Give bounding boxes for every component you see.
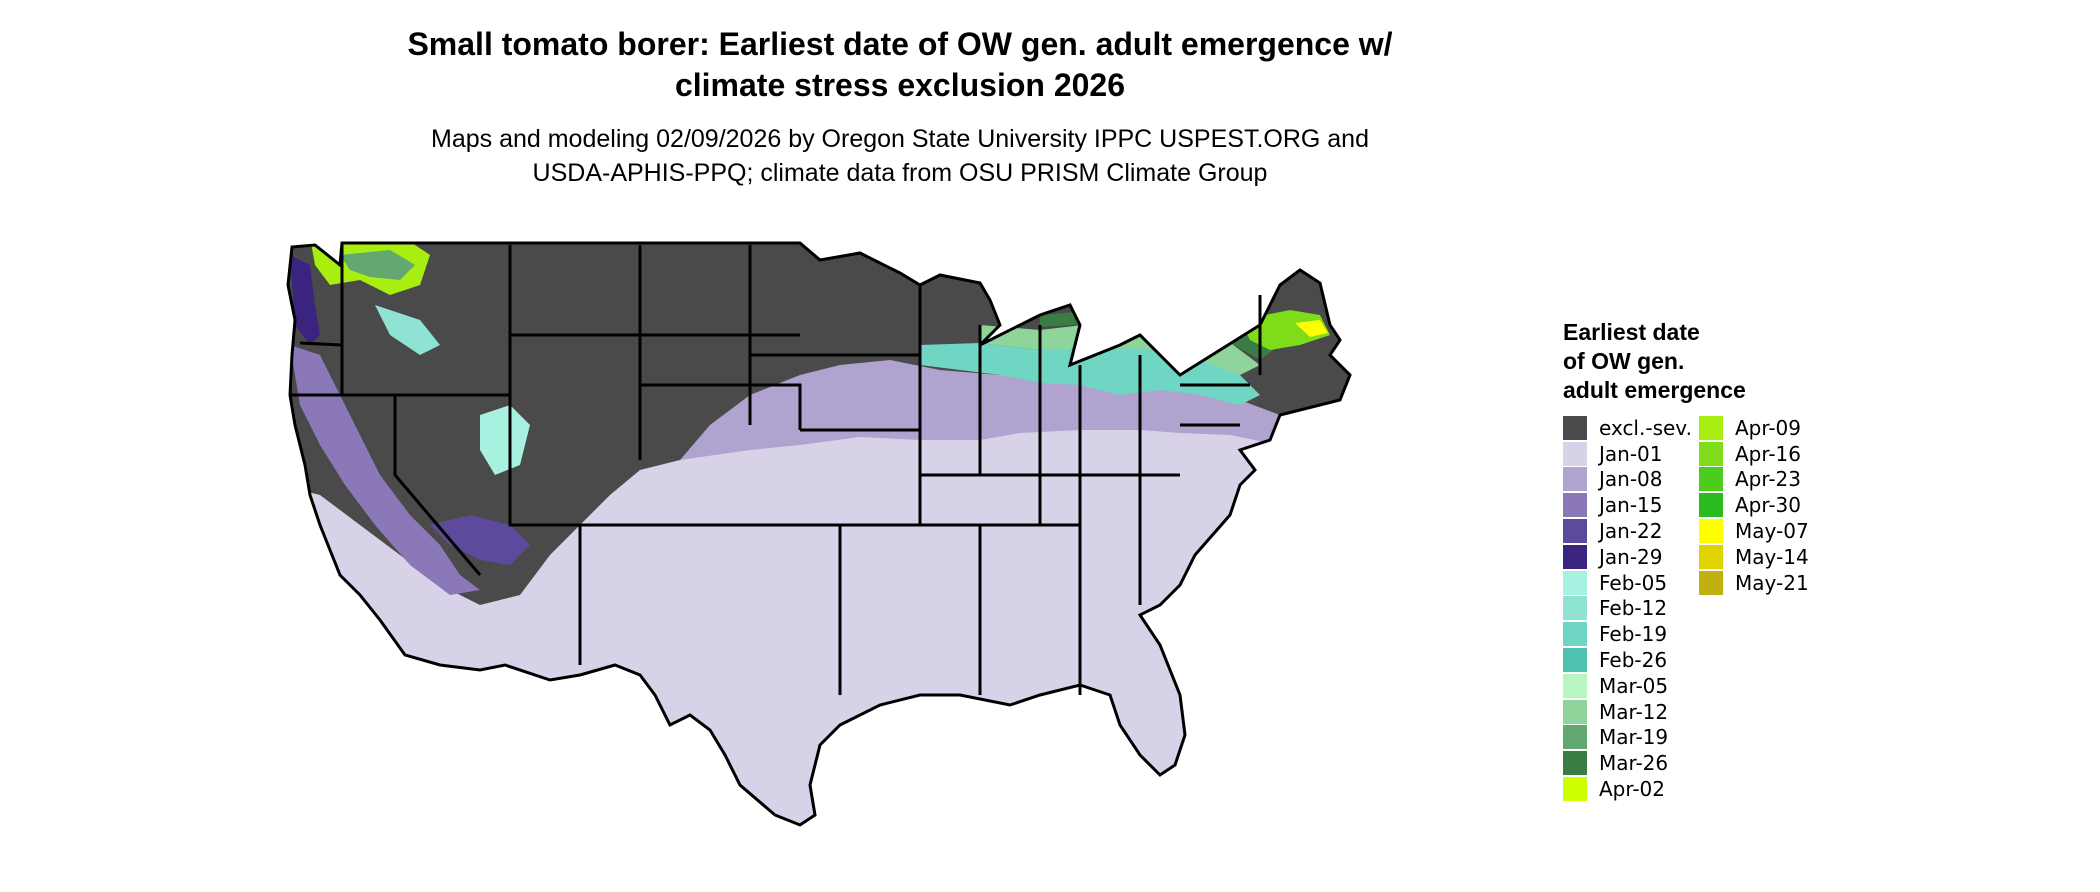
legend-swatch: [1699, 416, 1723, 440]
legend-title-line-3: adult emergence: [1563, 376, 1859, 405]
legend-item: Feb-12: [1563, 596, 1713, 622]
legend-label: Jan-08: [1599, 467, 1663, 491]
subtitle-line-2: USDA-APHIS-PPQ; climate data from OSU PR…: [0, 156, 1800, 190]
legend-item: Mar-26: [1563, 750, 1713, 776]
legend-item: excl.-sev.: [1563, 415, 1713, 441]
legend-swatch: [1563, 596, 1587, 620]
legend-swatch: [1563, 571, 1587, 595]
legend-swatch: [1563, 648, 1587, 672]
legend-column-1: excl.-sev. Jan-01 Jan-08 Jan-15 Jan-22 Jan-29…: [1563, 415, 1713, 802]
legend-swatch: [1563, 777, 1587, 801]
legend-label: Feb-19: [1599, 622, 1667, 646]
legend-swatch: [1563, 674, 1587, 698]
legend-label: Mar-05: [1599, 674, 1668, 698]
legend-item: Apr-30: [1699, 492, 1859, 518]
legend-label: excl.-sev.: [1599, 416, 1692, 440]
legend-label: May-14: [1735, 545, 1809, 569]
legend-swatch: [1563, 467, 1587, 491]
legend-swatch: [1563, 493, 1587, 517]
legend-swatch: [1563, 751, 1587, 775]
legend-swatch: [1699, 571, 1723, 595]
us-emergence-map: [280, 225, 1550, 885]
legend-label: Apr-23: [1735, 467, 1801, 491]
legend-label: Jan-15: [1599, 493, 1663, 517]
legend-label: Mar-19: [1599, 725, 1668, 749]
legend-item: Jan-08: [1563, 467, 1713, 493]
legend-swatch: [1563, 416, 1587, 440]
legend-item: Apr-09: [1699, 415, 1859, 441]
legend-label: Feb-05: [1599, 571, 1667, 595]
map-title: Small tomato borer: Earliest date of OW …: [0, 24, 1800, 106]
legend-title-line-1: Earliest date: [1563, 318, 1859, 347]
legend-item: Feb-05: [1563, 570, 1713, 596]
legend: Earliest date of OW gen. adult emergence…: [1563, 318, 1859, 802]
legend-swatch: [1563, 700, 1587, 724]
legend-label: Feb-26: [1599, 648, 1667, 672]
map-subtitle: Maps and modeling 02/09/2026 by Oregon S…: [0, 122, 1800, 190]
legend-label: Jan-22: [1599, 519, 1663, 543]
legend-swatch: [1699, 467, 1723, 491]
legend-label: Mar-26: [1599, 751, 1668, 775]
legend-item: Feb-26: [1563, 647, 1713, 673]
legend-label: May-21: [1735, 571, 1809, 595]
legend-swatch: [1563, 725, 1587, 749]
title-line-1: Small tomato borer: Earliest date of OW …: [0, 24, 1800, 65]
legend-item: Apr-23: [1699, 467, 1859, 493]
legend-item: Mar-19: [1563, 725, 1713, 751]
legend-swatch: [1563, 519, 1587, 543]
legend-label: Apr-09: [1735, 416, 1801, 440]
legend-swatch: [1699, 545, 1723, 569]
legend-item: Jan-15: [1563, 492, 1713, 518]
legend-item: Jan-01: [1563, 441, 1713, 467]
legend-label: Mar-12: [1599, 700, 1668, 724]
legend-item: May-21: [1699, 570, 1859, 596]
legend-swatch: [1699, 442, 1723, 466]
legend-label: Jan-01: [1599, 442, 1663, 466]
legend-title-line-2: of OW gen.: [1563, 347, 1859, 376]
legend-swatch: [1563, 442, 1587, 466]
legend-label: Apr-02: [1599, 777, 1665, 801]
title-line-2: climate stress exclusion 2026: [0, 65, 1800, 106]
legend-title: Earliest date of OW gen. adult emergence: [1563, 318, 1859, 405]
legend-label: Feb-12: [1599, 596, 1667, 620]
legend-columns: excl.-sev. Jan-01 Jan-08 Jan-15 Jan-22 Jan-29…: [1563, 415, 1859, 802]
legend-item: May-07: [1699, 518, 1859, 544]
legend-item: Apr-16: [1699, 441, 1859, 467]
legend-swatch: [1563, 545, 1587, 569]
legend-swatch: [1699, 519, 1723, 543]
legend-label: Apr-30: [1735, 493, 1801, 517]
legend-item: Mar-05: [1563, 673, 1713, 699]
legend-label: Apr-16: [1735, 442, 1801, 466]
legend-item: Apr-02: [1563, 776, 1713, 802]
legend-label: May-07: [1735, 519, 1809, 543]
legend-item: Feb-19: [1563, 621, 1713, 647]
legend-column-2: Apr-09 Apr-16 Apr-23 Apr-30 May-07 May-14 May-…: [1699, 415, 1859, 802]
legend-swatch: [1563, 622, 1587, 646]
legend-label: Jan-29: [1599, 545, 1663, 569]
legend-item: Jan-22: [1563, 518, 1713, 544]
subtitle-line-1: Maps and modeling 02/09/2026 by Oregon S…: [0, 122, 1800, 156]
legend-item: May-14: [1699, 544, 1859, 570]
legend-item: Mar-12: [1563, 699, 1713, 725]
legend-item: Jan-29: [1563, 544, 1713, 570]
legend-swatch: [1699, 493, 1723, 517]
